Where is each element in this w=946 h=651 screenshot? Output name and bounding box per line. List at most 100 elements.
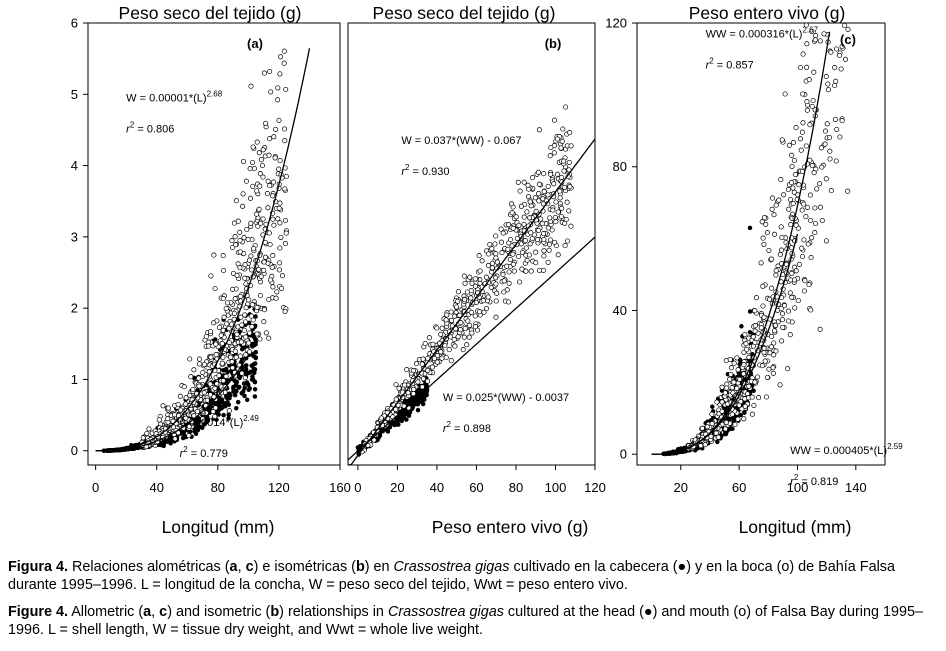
panel-c-point-boca [778, 305, 784, 312]
panel-a-xticks: 0 40 80 120 160 [92, 465, 351, 495]
panel-a-point-boca [225, 300, 231, 306]
panel-c-point-boca [833, 78, 839, 84]
panel-b-point-boca [434, 359, 440, 365]
panel-b-point-boca [468, 295, 474, 301]
panel-b-point-boca [439, 325, 445, 331]
panel-c-r2-1: r2 = 0.857 [706, 56, 754, 71]
panel-a-point-boca [261, 70, 267, 76]
panel-a-point-boca [232, 348, 238, 354]
panel-c-point-boca [698, 443, 704, 449]
panel-c-point-boca [799, 253, 806, 260]
panel-b-point-boca [545, 192, 551, 198]
panel-a-point-cabecera [247, 386, 252, 391]
panel-a-point-boca [221, 314, 227, 320]
panel-b-xtick-label: 100 [545, 480, 567, 495]
panel-b-point-boca [519, 249, 525, 255]
panel-c-point-boca [785, 318, 792, 324]
panel-a-point-boca [277, 245, 283, 251]
panel-c-points [661, 22, 851, 457]
panel-b-point-boca [476, 253, 482, 259]
panel-b-point-boca [521, 179, 527, 185]
panel-c-point-boca [791, 277, 798, 283]
panel-b-point-boca [505, 246, 511, 252]
panel-a-point-boca [283, 173, 289, 180]
panel-a-point-boca [242, 319, 249, 325]
panel-c-point-boca [812, 37, 818, 43]
panel-a-point-boca [196, 356, 203, 362]
panel-c-point-boca [719, 399, 725, 405]
panel-c-point-boca [709, 421, 715, 427]
figure-4: Peso seco del tejido (g) 0 40 80 120 160 012… [71, 3, 903, 537]
panel-a-fit-line-2 [95, 355, 249, 452]
panel-b-point-cabecera [415, 407, 421, 413]
panel-c-point-boca [760, 235, 766, 241]
panel-c-point-boca [752, 308, 758, 314]
panel-a-point-boca [261, 319, 267, 325]
panel-a-point-boca [267, 277, 274, 283]
panel-a-point-boca [273, 126, 279, 132]
panel-b-point-cabecera [415, 402, 421, 407]
panel-b-point-cabecera [420, 401, 426, 407]
panel-c-point-boca [760, 303, 766, 309]
panel-c-point-boca [827, 156, 833, 162]
panel-c-point-boca [735, 416, 741, 422]
panel-a-point-boca [261, 267, 267, 273]
panel-b-point-boca [454, 304, 460, 310]
panel-c-point-boca [828, 188, 834, 194]
panel-a-point-cabecera [250, 374, 255, 379]
panel-c-point-boca [806, 77, 812, 83]
panel-a-r2-2: r2 = 0.779 [180, 445, 228, 460]
panel-b-point-boca [504, 287, 510, 293]
panel-b-xtick-label: 120 [584, 480, 606, 495]
panel-b-point-boca [545, 259, 551, 265]
panel-a-point-boca [260, 216, 266, 222]
panel-a-point-boca [250, 159, 256, 165]
panel-a-point-boca [216, 324, 223, 330]
panel-b-point-boca [420, 356, 426, 362]
panel-a-point-cabecera [199, 425, 205, 431]
panel-c-point-boca [821, 31, 827, 37]
panel-c-point-boca [823, 176, 829, 182]
panel-a-point-boca [219, 341, 225, 347]
panel-a-point-boca [231, 310, 237, 316]
panel-b-point-boca [477, 268, 483, 274]
panel-a-point-boca [258, 273, 264, 279]
panel-a-point-boca [237, 229, 243, 235]
panel-b-point-boca [541, 188, 547, 195]
panel-b-point-boca [434, 325, 440, 331]
panel-a-point-cabecera [246, 382, 251, 388]
panel-a-point-boca [196, 383, 202, 389]
panel-b-point-boca [527, 241, 533, 247]
panel-b-point-boca [557, 195, 563, 201]
panel-a-point-cabecera [246, 370, 252, 376]
panel-c-point-boca [832, 65, 838, 71]
panel-c-xtick-label: 60 [732, 480, 746, 495]
panel-b-point-boca [448, 317, 455, 324]
panel-b-xlabel: Peso entero vivo (g) [432, 517, 589, 537]
panel-c-point-boca [803, 214, 809, 220]
panel-c-point-boca [741, 416, 747, 422]
panel-c-point-boca [779, 338, 785, 344]
panel-a-equation-1: W = 0.00001*(L)2.68 [126, 89, 223, 104]
panel-b-point-boca [533, 260, 539, 266]
panel-c-point-boca [749, 394, 755, 400]
panel-b-point-boca [515, 179, 521, 185]
panel-b-point-boca [511, 268, 517, 274]
panel-b-point-boca [555, 252, 561, 258]
panel-b-point-boca [558, 213, 564, 220]
panel-c-point-boca [778, 177, 784, 183]
panel-b-xtick-label: 80 [509, 480, 523, 495]
panel-b-r2-1: r2 = 0.930 [401, 163, 449, 178]
panel-b-point-boca [563, 216, 569, 223]
panel-b-point-boca [410, 368, 416, 374]
panel-c-point-boca [742, 403, 748, 409]
panel-b-point-boca [532, 195, 538, 201]
panel-c-point-boca [837, 52, 843, 59]
panel-c-label: (c) [840, 32, 856, 47]
panel-c-point-boca [779, 311, 786, 317]
panel-c: Peso entero vivo (g) 20 60 100 140 0 40 80 120… [605, 3, 903, 537]
panel-a-point-cabecera [253, 355, 259, 361]
panel-c-point-boca [763, 394, 770, 400]
panel-a-point-boca [267, 183, 273, 189]
panel-b-point-boca [483, 274, 489, 280]
